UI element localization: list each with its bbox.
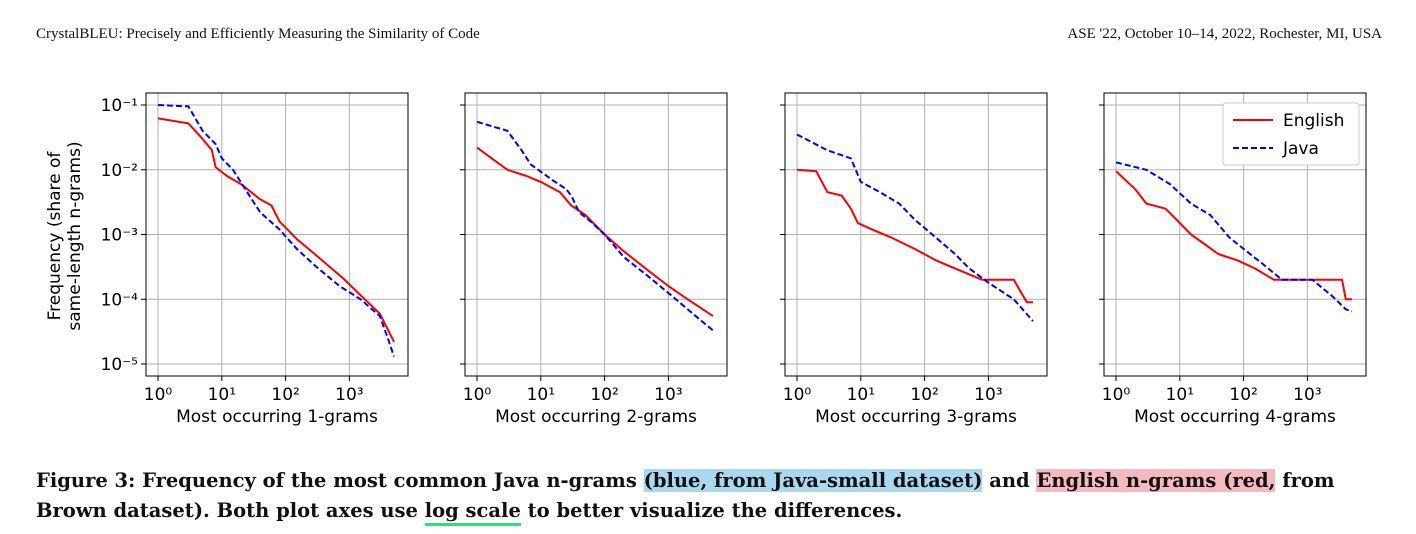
series-line-english [476,146,714,317]
series-line-java [476,120,714,332]
caption-part-2: and [982,469,1037,492]
caption-part-4: to better visualize the differences. [520,499,903,522]
x-tick-label: 10³ [654,385,682,405]
series-line-java [157,104,395,357]
caption-highlight-red: English n-grams (red, [1036,469,1276,492]
x-tick-label: 10³ [335,385,363,405]
legend-label-english: English [1283,111,1344,131]
caption-underline-green: log scale [424,499,521,526]
legend-box [1222,102,1360,166]
x-tick-label: 10⁰ [144,385,173,405]
x-tick-label: 10² [1229,385,1257,405]
y-tick-label: 10⁻² [101,161,138,181]
x-tick-label: 10² [910,385,938,405]
running-header-title: CrystalBLEU: Precisely and Efficiently M… [36,26,480,42]
ylabel-line2: same-length n-grams) [65,141,85,330]
x-axis-label: Most occurring 3-grams [815,407,1017,427]
caption-part-3: from Brown dataset). Both plot axes use [36,469,1335,522]
x-tick-label: 10² [590,385,618,405]
x-tick-label: 10³ [1293,385,1321,405]
series-line-english [1115,170,1352,301]
x-tick-label: 10⁰ [783,385,812,405]
y-tick-label: 10⁻³ [101,226,138,246]
caption-part-1: Figure 3: Frequency of the most common J… [36,469,644,492]
axes-frame [145,92,409,377]
x-tick-label: 10⁰ [463,385,492,405]
x-tick-label: 10¹ [527,385,555,405]
legend-label-java: Java [1282,139,1319,159]
axes-frame [784,92,1048,377]
axes-frame [464,92,728,377]
series-line-english [157,117,395,343]
x-tick-label: 10³ [974,385,1002,405]
figure-3-plots: Frequency (share of same-length n-grams)… [45,92,1367,427]
x-axis-label: Most occurring 4-grams [1134,407,1336,427]
x-tick-label: 10¹ [1166,385,1194,405]
caption-highlight-blue: (blue, from Java-small dataset) [643,469,983,492]
y-tick-label: 10⁻⁴ [101,290,139,310]
x-tick-label: 10¹ [208,385,236,405]
y-tick-label: 10⁻¹ [101,96,138,116]
y-tick-label: 10⁻⁵ [101,355,138,375]
x-axis-label: Most occurring 2-grams [495,407,697,427]
x-tick-label: 10² [271,385,299,405]
x-tick-label: 10¹ [847,385,875,405]
figure-caption: Figure 3: Frequency of the most common J… [36,466,1386,526]
x-tick-label: 10⁰ [1102,385,1131,405]
series-line-java [796,133,1034,322]
series-line-english [796,168,1033,304]
ylabel-line1: Frequency (share of [45,151,65,321]
x-axis-label: Most occurring 1-grams [176,407,378,427]
axes-frame [1103,92,1367,377]
running-header-venue: ASE '22, October 10–14, 2022, Rochester,… [1067,26,1382,42]
series-line-java [1115,161,1353,313]
